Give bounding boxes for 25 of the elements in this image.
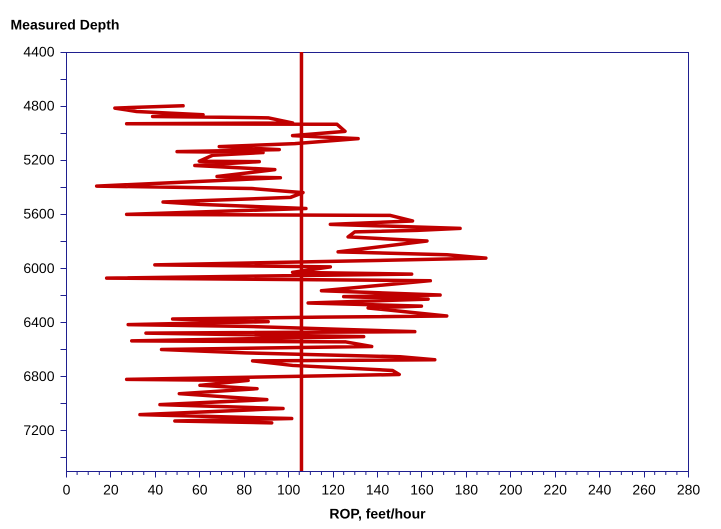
x-tick-label: 100 <box>276 482 301 498</box>
y-tick-label: 5200 <box>23 152 55 168</box>
y-axis-title: Measured Depth <box>10 16 120 32</box>
x-axis-title: ROP, feet/hour <box>329 506 426 522</box>
y-tick-label: 6800 <box>23 368 55 384</box>
y-tick-label: 6000 <box>23 260 55 276</box>
y-tick-label: 5600 <box>23 206 55 222</box>
x-tick-label: 20 <box>103 482 119 498</box>
y-tick-label: 4800 <box>23 98 55 114</box>
x-tick-label: 0 <box>62 482 71 498</box>
x-tick-label: 240 <box>588 482 612 498</box>
x-tick-label: 40 <box>148 482 164 498</box>
x-tick-label: 140 <box>366 482 390 498</box>
x-tick-label: 260 <box>632 482 656 498</box>
x-tick-label: 120 <box>321 482 345 498</box>
x-tick-label: 220 <box>544 482 568 498</box>
y-tick-label: 6400 <box>23 314 55 330</box>
x-tick-label: 60 <box>192 482 208 498</box>
x-tick-label: 280 <box>676 482 700 498</box>
x-tick-label: 180 <box>454 482 478 498</box>
x-tick-label: 80 <box>236 482 252 498</box>
x-tick-label: 160 <box>410 482 434 498</box>
y-tick-label: 4400 <box>23 44 55 60</box>
y-tick-label: 7200 <box>23 422 55 438</box>
x-tick-label: 200 <box>499 482 523 498</box>
